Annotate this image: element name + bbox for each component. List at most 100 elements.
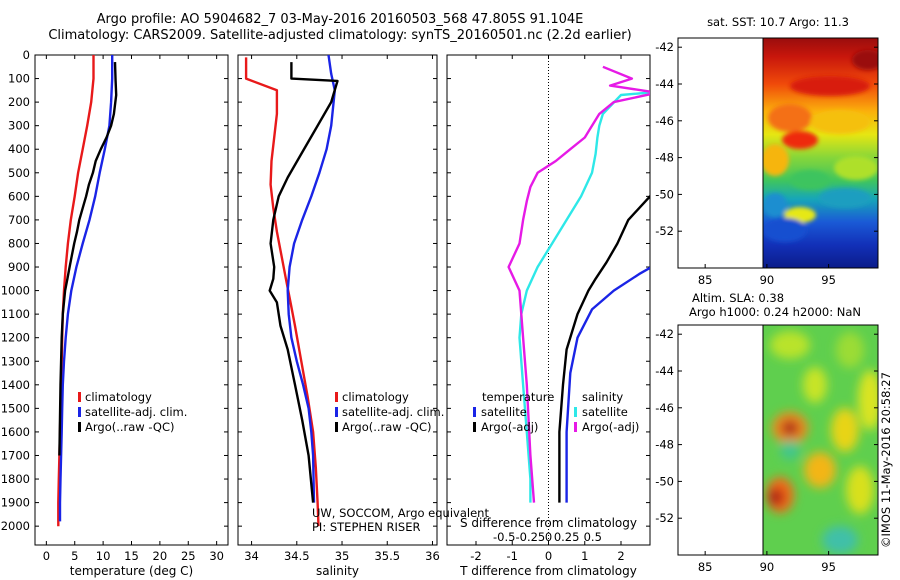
sla-map-ytick-label: -50 — [655, 474, 674, 488]
temperature-xtick-label: 30 — [209, 549, 224, 563]
difference-xtick-label: -1 — [507, 549, 518, 563]
sst-map-xtick-label: 90 — [760, 273, 775, 287]
salinity-xlabel: salinity — [316, 564, 359, 578]
sla-map-xtick-label: 90 — [760, 560, 775, 574]
depth-tick-label: 1300 — [1, 354, 30, 368]
salinity-series-climatology — [244, 57, 320, 527]
sst-map-ytick-label: -50 — [655, 187, 674, 201]
imos-credit: ©IMOS 11-May-2016 20:58:27 — [879, 372, 893, 548]
sst-map-xtick-label: 95 — [821, 273, 836, 287]
sla-map — [677, 324, 879, 556]
temperature-legend-label: Argo(..raw -QC) — [85, 420, 175, 434]
sla-map-ytick-label: -44 — [655, 364, 674, 378]
sst-map-ytick-label: -46 — [655, 114, 674, 128]
depth-tick-label: 200 — [8, 95, 30, 109]
sla-map-axes: 85 90 95 -42 -44 -46 -48 -50 -52 — [655, 327, 878, 574]
sla-map-xtick-label: 95 — [821, 560, 836, 574]
temperature-series-argo-raw-qc- — [58, 62, 118, 456]
difference-xlabel: T difference from climatology — [459, 564, 637, 578]
temperature-xtick-label: 20 — [153, 549, 168, 563]
sst-map-ytick-label: -52 — [655, 224, 674, 238]
sal-legend-label: Argo(-adj) — [582, 420, 639, 434]
depth-tick-label: 1500 — [1, 401, 30, 415]
temperature-legend-label: satellite-adj. clim. — [85, 405, 187, 419]
depth-tick-label: 800 — [8, 236, 30, 250]
temperature-xtick-label: 0 — [43, 549, 50, 563]
difference-series-temperature-satellite — [565, 266, 650, 503]
salinity-plot-area — [237, 54, 438, 546]
s-diff-tick-label: -0.25 — [515, 530, 545, 544]
depth-tick-label: 400 — [8, 142, 30, 156]
difference-series-salinity-satellite — [518, 91, 650, 503]
temp-legend-swatch — [473, 422, 476, 432]
s-diff-tick-label: 0 — [545, 530, 552, 544]
sla-map-title-line1: Altim. SLA: 0.38 — [692, 291, 784, 305]
s-diff-tick-label: 0.25 — [554, 530, 580, 544]
temperature-xlabel: temperature (deg C) — [70, 564, 193, 578]
temperature-xtick-label: 10 — [96, 549, 111, 563]
difference-series-temperature-argo-adj- — [558, 194, 650, 503]
sst-map-ytick-label: -48 — [655, 151, 674, 165]
difference-xtick-label: 1 — [581, 549, 588, 563]
salinity-xtick-label: 36 — [425, 549, 440, 563]
float-info-line2: PI: STEPHEN RISER — [312, 520, 421, 534]
sst-map-title: sat. SST: 10.7 Argo: 11.3 — [707, 15, 849, 29]
salinity-series-satellite-adj-clim- — [286, 55, 336, 503]
depth-tick-label: 900 — [8, 260, 30, 274]
s-diff-tick-label: 0.5 — [584, 530, 602, 544]
figure-title-line1: Argo profile: AO 5904682_7 03-May-2016 2… — [96, 12, 584, 27]
depth-tick-label: 1800 — [1, 472, 30, 486]
temperature-xtick-label: 25 — [181, 549, 196, 563]
sla-map-title-line2: Argo h1000: 0.24 h2000: NaN — [689, 305, 861, 319]
sal-legend-swatch — [574, 422, 577, 432]
sal-legend-label: satellite — [582, 405, 628, 419]
legend-header-temperature: temperature — [482, 390, 554, 404]
depth-tick-label: 500 — [8, 166, 30, 180]
sla-map-ytick-label: -48 — [655, 438, 674, 452]
sla-map-ytick-label: -52 — [655, 511, 674, 525]
depth-tick-label: 1200 — [1, 331, 30, 345]
float-info-line1: UW, SOCCOM, Argo equivalent — [312, 506, 489, 520]
temperature-legend-swatch — [78, 407, 81, 417]
legend-header-salinity: salinity — [582, 390, 623, 404]
salinity-series-argo-raw-qc- — [268, 62, 339, 503]
sst-map — [677, 37, 879, 269]
depth-tick-label: 1400 — [1, 378, 30, 392]
depth-tick-label: 1600 — [1, 425, 30, 439]
temperature-xtick-label: 15 — [124, 549, 139, 563]
sal-legend-swatch — [574, 407, 577, 417]
depth-tick-label: 300 — [8, 119, 30, 133]
salinity-legend-label: Argo(..raw -QC) — [342, 420, 432, 434]
temp-legend-label: satellite — [481, 405, 527, 419]
sst-map-ytick-label: -42 — [655, 40, 674, 54]
salinity-legend-swatch — [335, 392, 338, 402]
salinity-legend-label: climatology — [342, 390, 409, 404]
difference-panel: -2 -1 0 1 2T difference from climatology -0.5… — [446, 54, 651, 578]
s-diff-xlabel: S difference from climatology — [460, 516, 637, 530]
sla-map-ytick-label: -46 — [655, 401, 674, 415]
temp-legend-label: Argo(-adj) — [481, 420, 538, 434]
difference-series-salinity-argo-adj- — [507, 65, 650, 503]
temperature-legend-label: climatology — [85, 390, 152, 404]
depth-tick-label: 700 — [8, 213, 30, 227]
salinity-panel: 34 34.5 35 35.5 36 salinity climatologysatelli… — [237, 54, 444, 578]
difference-xtick-label: 2 — [617, 549, 624, 563]
difference-xtick-label: 0 — [545, 549, 552, 563]
sst-map-xtick-label: 85 — [698, 273, 713, 287]
depth-tick-label: 1700 — [1, 448, 30, 462]
depth-tick-label: 0 — [23, 48, 30, 62]
temperature-panel: 0100200300400500600700800900100011001200… — [1, 48, 229, 578]
salinity-legend-swatch — [335, 422, 338, 432]
salinity-xtick-label: 34.5 — [284, 549, 310, 563]
salinity-legend-swatch — [335, 407, 338, 417]
temperature-legend-swatch — [78, 392, 81, 402]
salinity-xtick-label: 34 — [244, 549, 259, 563]
temperature-plot-area — [34, 54, 229, 546]
salinity-xtick-label: 35.5 — [374, 549, 400, 563]
depth-tick-label: 100 — [8, 72, 30, 86]
depth-tick-label: 1000 — [1, 284, 30, 298]
s-diff-tick-label: -0.5 — [493, 530, 515, 544]
sst-map-axes: 85 90 95 -42 -44 -46 -48 -50 -52 — [655, 40, 878, 287]
figure-title-line2: Climatology: CARS2009. Satellite-adjuste… — [48, 28, 632, 43]
